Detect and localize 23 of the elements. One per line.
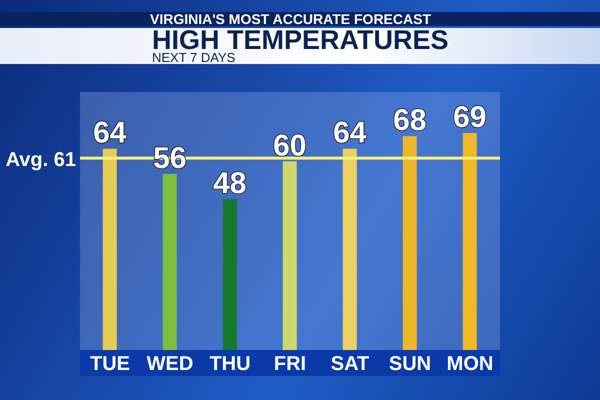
x-tick-label: SAT [330, 353, 370, 376]
x-tick-label: TUE [90, 353, 130, 376]
data-label: 69 [453, 101, 486, 134]
x-tick-label: THU [209, 353, 251, 376]
x-tick-label: FRI [274, 353, 306, 376]
ref-line-label: Avg. 61 [6, 149, 76, 172]
data-label: 68 [393, 104, 426, 138]
bar [282, 161, 297, 350]
text: VIRGINIA'S MOST ACCURATE FORECAST [150, 11, 431, 27]
bar [162, 174, 177, 350]
bar [102, 148, 117, 350]
bar [402, 136, 417, 350]
x-tick-label: SUN [388, 353, 432, 376]
bar [462, 133, 477, 350]
x-tick-label: WED [146, 353, 194, 376]
bar [342, 148, 357, 350]
data-label: 60 [273, 129, 306, 162]
data-label: 64 [93, 116, 127, 150]
bar [222, 199, 237, 350]
data-label: 48 [213, 167, 246, 200]
data-label: 64 [333, 116, 367, 150]
x-tick-label: MON [446, 353, 494, 376]
chart-subtitle: NEXT 7 DAYS [152, 50, 236, 65]
